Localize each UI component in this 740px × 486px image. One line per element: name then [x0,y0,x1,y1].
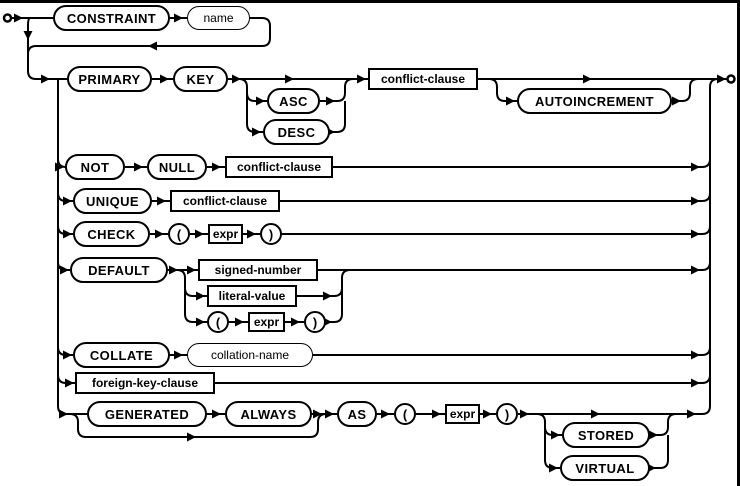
keyword-virtual: VIRTUAL [560,455,650,481]
paren-close-default: ) [304,311,326,333]
arrowheads [14,13,726,473]
box-conflict-clause-unique: conflict-clause [170,190,280,212]
paren-close-generated: ) [496,403,518,425]
keyword-primary: PRIMARY [67,66,152,92]
keyword-as: AS [337,401,377,427]
keyword-always: ALWAYS [225,401,312,427]
keyword-not: NOT [65,154,125,180]
box-expr-generated: expr [445,404,480,424]
keyword-generated: GENERATED [87,401,207,427]
keyword-check: CHECK [73,221,150,247]
identifier-name: name [187,6,250,30]
keyword-unique: UNIQUE [73,188,152,214]
image-border-top [0,0,740,3]
paren-open-default: ( [207,311,229,333]
keyword-collate: COLLATE [73,342,170,368]
keyword-asc: ASC [267,88,320,114]
paren-open-check: ( [168,223,190,245]
keyword-desc: DESC [263,119,330,145]
box-foreign-key-clause: foreign-key-clause [75,372,215,394]
box-conflict-clause-notnull: conflict-clause [225,156,333,178]
box-literal-value: literal-value [207,285,297,307]
paren-close-check: ) [260,223,282,245]
box-expr-check: expr [208,224,243,244]
box-expr-default: expr [248,312,285,332]
box-conflict-clause-primary: conflict-clause [368,68,478,90]
identifier-collation-name: collation-name [187,343,313,367]
keyword-autoincrement: AUTOINCREMENT [517,88,672,114]
box-signed-number: signed-number [198,259,318,281]
end-terminal-icon [726,74,736,84]
keyword-null: NULL [147,154,207,180]
image-border-right [737,0,740,486]
paren-open-generated: ( [394,403,416,425]
keyword-stored: STORED [562,422,650,448]
keyword-key: KEY [173,66,228,92]
keyword-default: DEFAULT [70,257,168,283]
keyword-constraint: CONSTRAINT [53,5,170,31]
start-terminal-icon [2,13,13,23]
